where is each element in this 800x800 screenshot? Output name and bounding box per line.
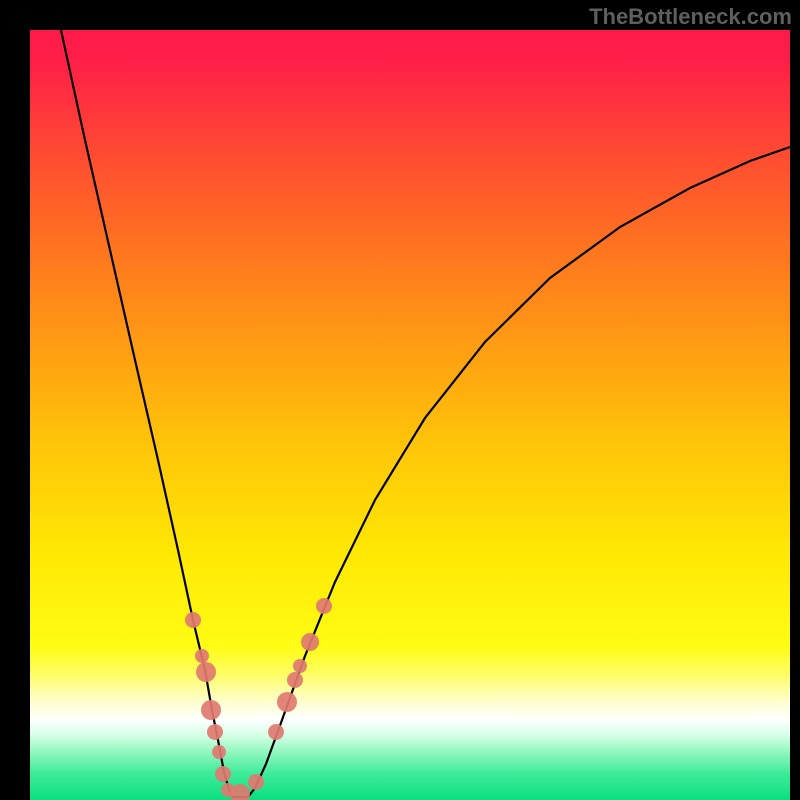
data-marker [268,724,284,740]
data-marker [287,672,303,688]
data-marker [207,724,223,740]
data-markers [185,598,332,800]
data-marker [215,766,231,782]
data-marker [316,598,332,614]
chart-container: TheBottleneck.com [0,0,800,800]
plot-area [30,30,790,800]
watermark-text: TheBottleneck.com [589,4,792,30]
data-marker [277,692,297,712]
data-marker [301,633,319,651]
curve-left-branch [61,30,233,797]
data-marker [212,745,226,759]
curve-layer [30,30,790,800]
data-marker [185,612,201,628]
data-marker [195,649,209,663]
data-marker [248,774,264,790]
data-marker [196,662,216,682]
curve-right-branch [248,147,790,797]
data-marker [201,700,221,720]
data-marker [293,659,307,673]
